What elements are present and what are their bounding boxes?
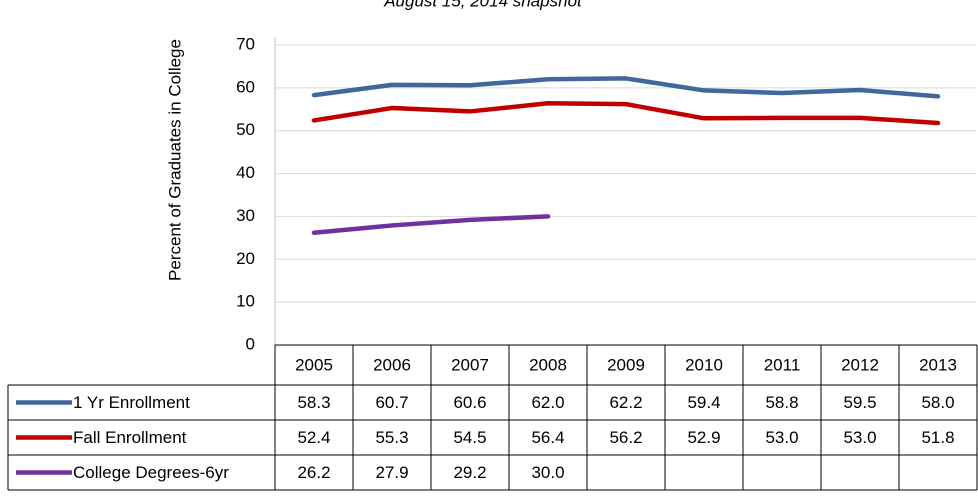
chart-subtitle: August 15, 2014 snapshot [383, 0, 583, 10]
y-tick-label: 60 [236, 77, 255, 96]
x-tick-label: 2006 [373, 355, 411, 374]
table-value: 54.5 [453, 428, 486, 447]
table-value: 56.4 [531, 428, 564, 447]
series-line [311, 76, 941, 99]
y-tick-label: 0 [246, 334, 255, 353]
table-value: 52.4 [297, 428, 330, 447]
table-value: 62.2 [609, 393, 642, 412]
y-tick-label: 40 [236, 163, 255, 182]
table-value: 60.6 [453, 393, 486, 412]
legend-label: Fall Enrollment [73, 428, 187, 447]
x-tick-label: 2008 [529, 355, 567, 374]
table-value: 26.2 [297, 463, 330, 482]
x-tick-label: 2011 [764, 355, 801, 374]
table-value: 53.0 [843, 428, 876, 447]
table-value: 60.7 [375, 393, 408, 412]
table-value: 52.9 [687, 428, 720, 447]
y-tick-label: 10 [236, 292, 255, 311]
table-value: 27.9 [375, 463, 408, 482]
x-tick-label: 2010 [685, 355, 723, 374]
x-tick-label: 2005 [295, 355, 333, 374]
y-axis-label: Percent of Graduates in College [165, 39, 184, 281]
x-tick-label: 2012 [841, 355, 879, 374]
table-value: 51.8 [921, 428, 954, 447]
x-tick-label: 2007 [451, 355, 489, 374]
table-value: 59.5 [843, 393, 876, 412]
table-value: 58.3 [297, 393, 330, 412]
table-value: 62.0 [531, 393, 564, 412]
table-value: 56.2 [609, 428, 642, 447]
table-value: 58.0 [921, 393, 954, 412]
table-value: 53.0 [765, 428, 798, 447]
table-value: 59.4 [687, 393, 720, 412]
table-value: 29.2 [453, 463, 486, 482]
legend-label: 1 Yr Enrollment [73, 393, 190, 412]
table-value: 55.3 [375, 428, 408, 447]
table-value: 58.8 [765, 393, 798, 412]
series-line [311, 101, 941, 126]
table-value: 30.0 [531, 463, 564, 482]
x-tick-label: 2013 [919, 355, 957, 374]
y-tick-label: 50 [236, 120, 255, 139]
legend-label: College Degrees-6yr [73, 463, 229, 482]
y-tick-label: 30 [236, 206, 255, 225]
y-tick-label: 70 [236, 34, 255, 53]
y-tick-label: 20 [236, 249, 255, 268]
series-line [311, 214, 551, 235]
x-tick-label: 2009 [607, 355, 645, 374]
